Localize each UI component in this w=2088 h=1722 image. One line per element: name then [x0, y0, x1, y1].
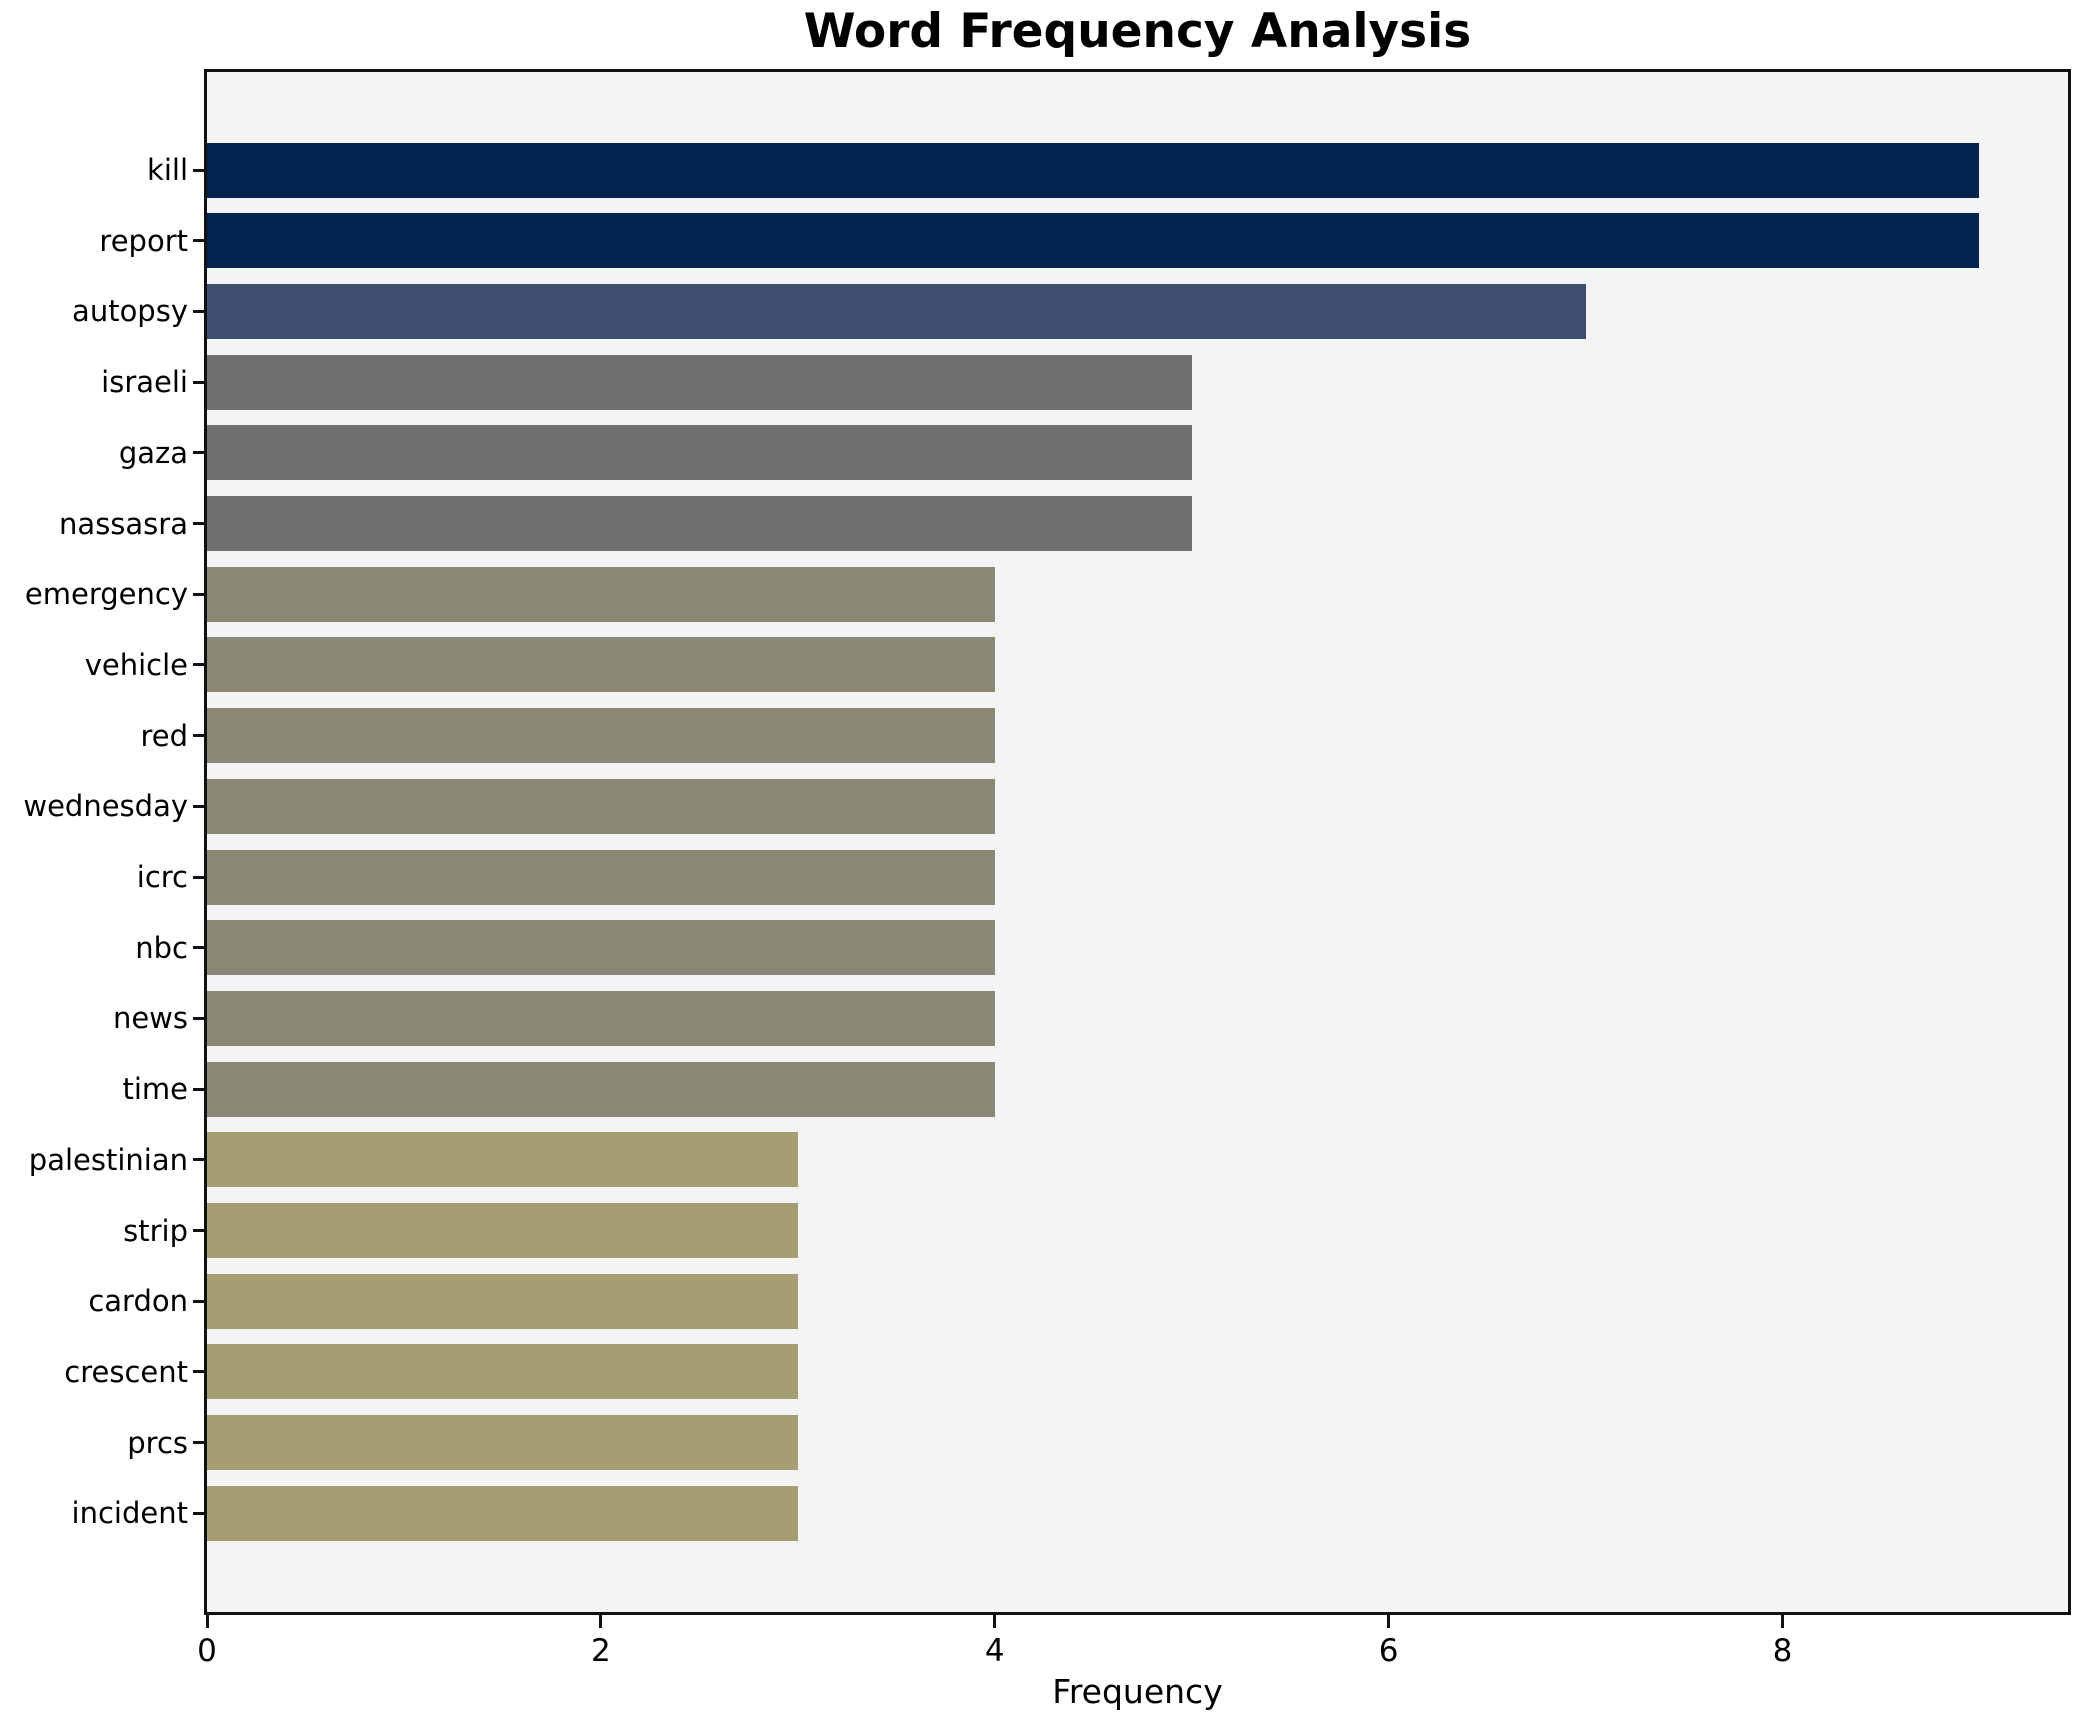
- bar-time: [207, 1061, 995, 1117]
- x-tick-mark: [205, 1615, 209, 1628]
- y-tick-mark: [193, 804, 204, 808]
- x-tick-mark: [599, 1615, 603, 1628]
- bar-red: [207, 708, 995, 764]
- bar-incident: [207, 1485, 798, 1541]
- y-tick-label-incident: incident: [71, 1496, 188, 1531]
- y-tick-label-report: report: [99, 223, 188, 258]
- y-tick-mark: [193, 380, 204, 384]
- bar-prcs: [207, 1415, 798, 1471]
- y-tick-mark: [193, 734, 204, 738]
- y-tick-label-nassasra: nassasra: [59, 506, 188, 541]
- y-tick-label-crescent: crescent: [64, 1354, 188, 1389]
- y-tick-mark: [193, 309, 204, 313]
- y-tick-label-gaza: gaza: [118, 435, 188, 470]
- y-tick-mark: [193, 1087, 204, 1091]
- x-tick-mark: [1387, 1615, 1391, 1628]
- y-tick-label-emergency: emergency: [24, 577, 188, 612]
- x-axis-title: Frequency: [1052, 1672, 1223, 1711]
- y-tick-mark: [193, 1016, 204, 1020]
- y-tick-label-nbc: nbc: [135, 930, 188, 965]
- bar-nbc: [207, 920, 995, 976]
- bar-vehicle: [207, 637, 995, 693]
- y-tick-mark: [193, 522, 204, 525]
- bar-news: [207, 990, 995, 1046]
- y-tick-mark: [193, 1370, 204, 1374]
- y-tick-mark: [193, 239, 204, 243]
- y-tick-label-kill: kill: [147, 153, 188, 187]
- y-tick-label-vehicle: vehicle: [84, 647, 188, 682]
- y-tick-label-wednesday: wednesday: [23, 789, 188, 824]
- bar-nassasra: [207, 496, 1192, 551]
- bar-israeli: [207, 354, 1192, 410]
- x-tick-label-0: 0: [197, 1633, 217, 1669]
- y-tick-mark: [193, 592, 204, 596]
- y-tick-mark: [193, 875, 204, 879]
- y-tick-label-time: time: [122, 1072, 188, 1107]
- bar-crescent: [207, 1344, 798, 1400]
- plot-area: [204, 69, 2071, 1615]
- y-tick-label-prcs: prcs: [127, 1425, 188, 1460]
- bar-icrc: [207, 849, 995, 905]
- y-tick-label-cardon: cardon: [88, 1284, 188, 1319]
- y-tick-label-autopsy: autopsy: [72, 294, 188, 329]
- y-tick-label-news: news: [112, 1001, 188, 1036]
- bar-emergency: [207, 566, 995, 622]
- bar-strip: [207, 1203, 798, 1258]
- bar-wednesday: [207, 778, 995, 834]
- y-tick-mark: [193, 1229, 204, 1232]
- y-tick-mark: [193, 1299, 204, 1303]
- x-tick-mark: [993, 1615, 997, 1628]
- y-tick-label-palestinian: palestinian: [28, 1142, 188, 1177]
- bar-autopsy: [207, 283, 1586, 339]
- x-tick-mark: [1780, 1615, 1784, 1628]
- x-tick-label-2: 2: [590, 1633, 611, 1669]
- chart-title: Word Frequency Analysis: [803, 4, 1472, 59]
- x-tick-label-4: 4: [984, 1633, 1005, 1669]
- y-tick-mark: [193, 1441, 204, 1445]
- bar-kill: [207, 142, 1980, 198]
- bar-palestinian: [207, 1132, 798, 1188]
- y-tick-mark: [193, 168, 204, 172]
- y-tick-mark: [193, 451, 204, 455]
- y-tick-mark: [193, 663, 204, 667]
- y-tick-mark: [193, 1511, 204, 1515]
- y-tick-label-israeli: israeli: [101, 365, 188, 400]
- bar-cardon: [207, 1273, 798, 1329]
- y-tick-label-icrc: icrc: [136, 860, 188, 894]
- y-tick-label-red: red: [140, 718, 188, 753]
- y-tick-mark: [193, 1158, 204, 1162]
- x-tick-label-6: 6: [1378, 1633, 1399, 1669]
- bar-report: [207, 213, 1980, 269]
- y-tick-label-strip: strip: [123, 1213, 188, 1248]
- bar-gaza: [207, 425, 1192, 481]
- y-tick-mark: [193, 946, 204, 950]
- x-tick-label-8: 8: [1772, 1633, 1793, 1669]
